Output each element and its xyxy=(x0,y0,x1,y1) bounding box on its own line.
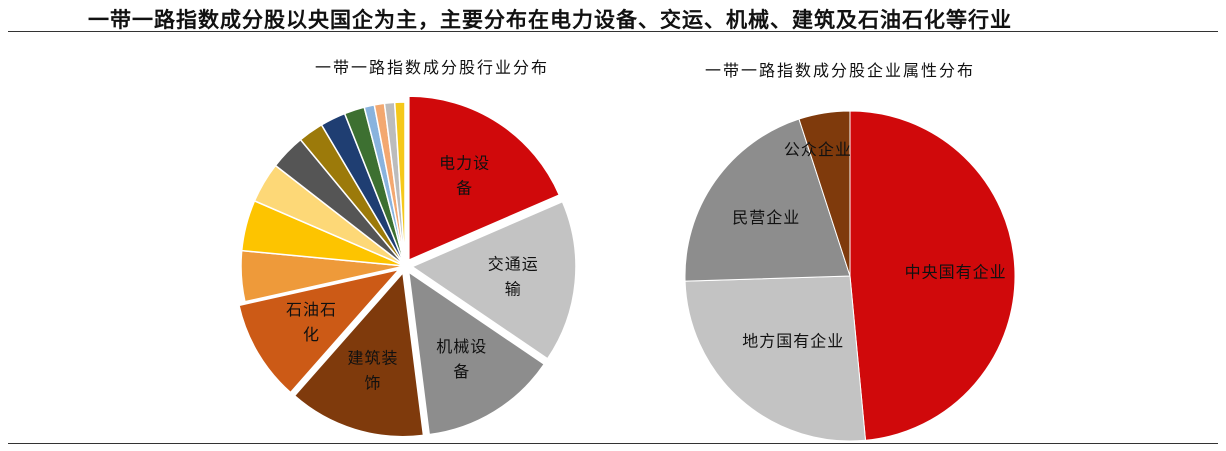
pie1-slice-2 xyxy=(407,270,546,436)
pie2-slice-3 xyxy=(798,110,851,277)
pie2-slice-2 xyxy=(684,118,851,282)
pie1-label-1: 交通运输 xyxy=(488,255,539,299)
pie1-slice-0 xyxy=(408,95,561,262)
pie1-label-0: 电力设备 xyxy=(439,154,490,198)
pie2-slice-1 xyxy=(684,275,867,442)
top-divider xyxy=(8,31,1218,32)
pie1-label-4: 石油石化 xyxy=(286,300,337,344)
pie1-slice-1 xyxy=(410,200,577,360)
ownership-chart-title: 一带一路指数成分股企业属性分布 xyxy=(705,61,975,80)
pie1-slice-minor-15 xyxy=(393,101,406,267)
pie1-label-3: 建筑装饰 xyxy=(348,348,399,392)
pie1-label-2: 机械设备 xyxy=(436,337,487,381)
pie1-slice-3 xyxy=(293,270,425,438)
pie1-slice-4 xyxy=(238,268,402,394)
pie2-label-2: 民营企业 xyxy=(732,208,800,227)
pie2-label-1: 地方国有企业 xyxy=(742,331,844,350)
pie2-label-0: 中央国有企业 xyxy=(905,262,1007,281)
industry-chart-title: 一带一路指数成分股行业分布 xyxy=(315,58,549,77)
pie2-label-3: 公众企业 xyxy=(784,140,852,159)
bottom-divider xyxy=(8,443,1218,444)
pie2-slice-0 xyxy=(849,110,1016,441)
headline: 一带一路指数成分股以央国企为主，主要分布在电力设备、交运、机械、建筑及石油石化等… xyxy=(88,8,1012,32)
